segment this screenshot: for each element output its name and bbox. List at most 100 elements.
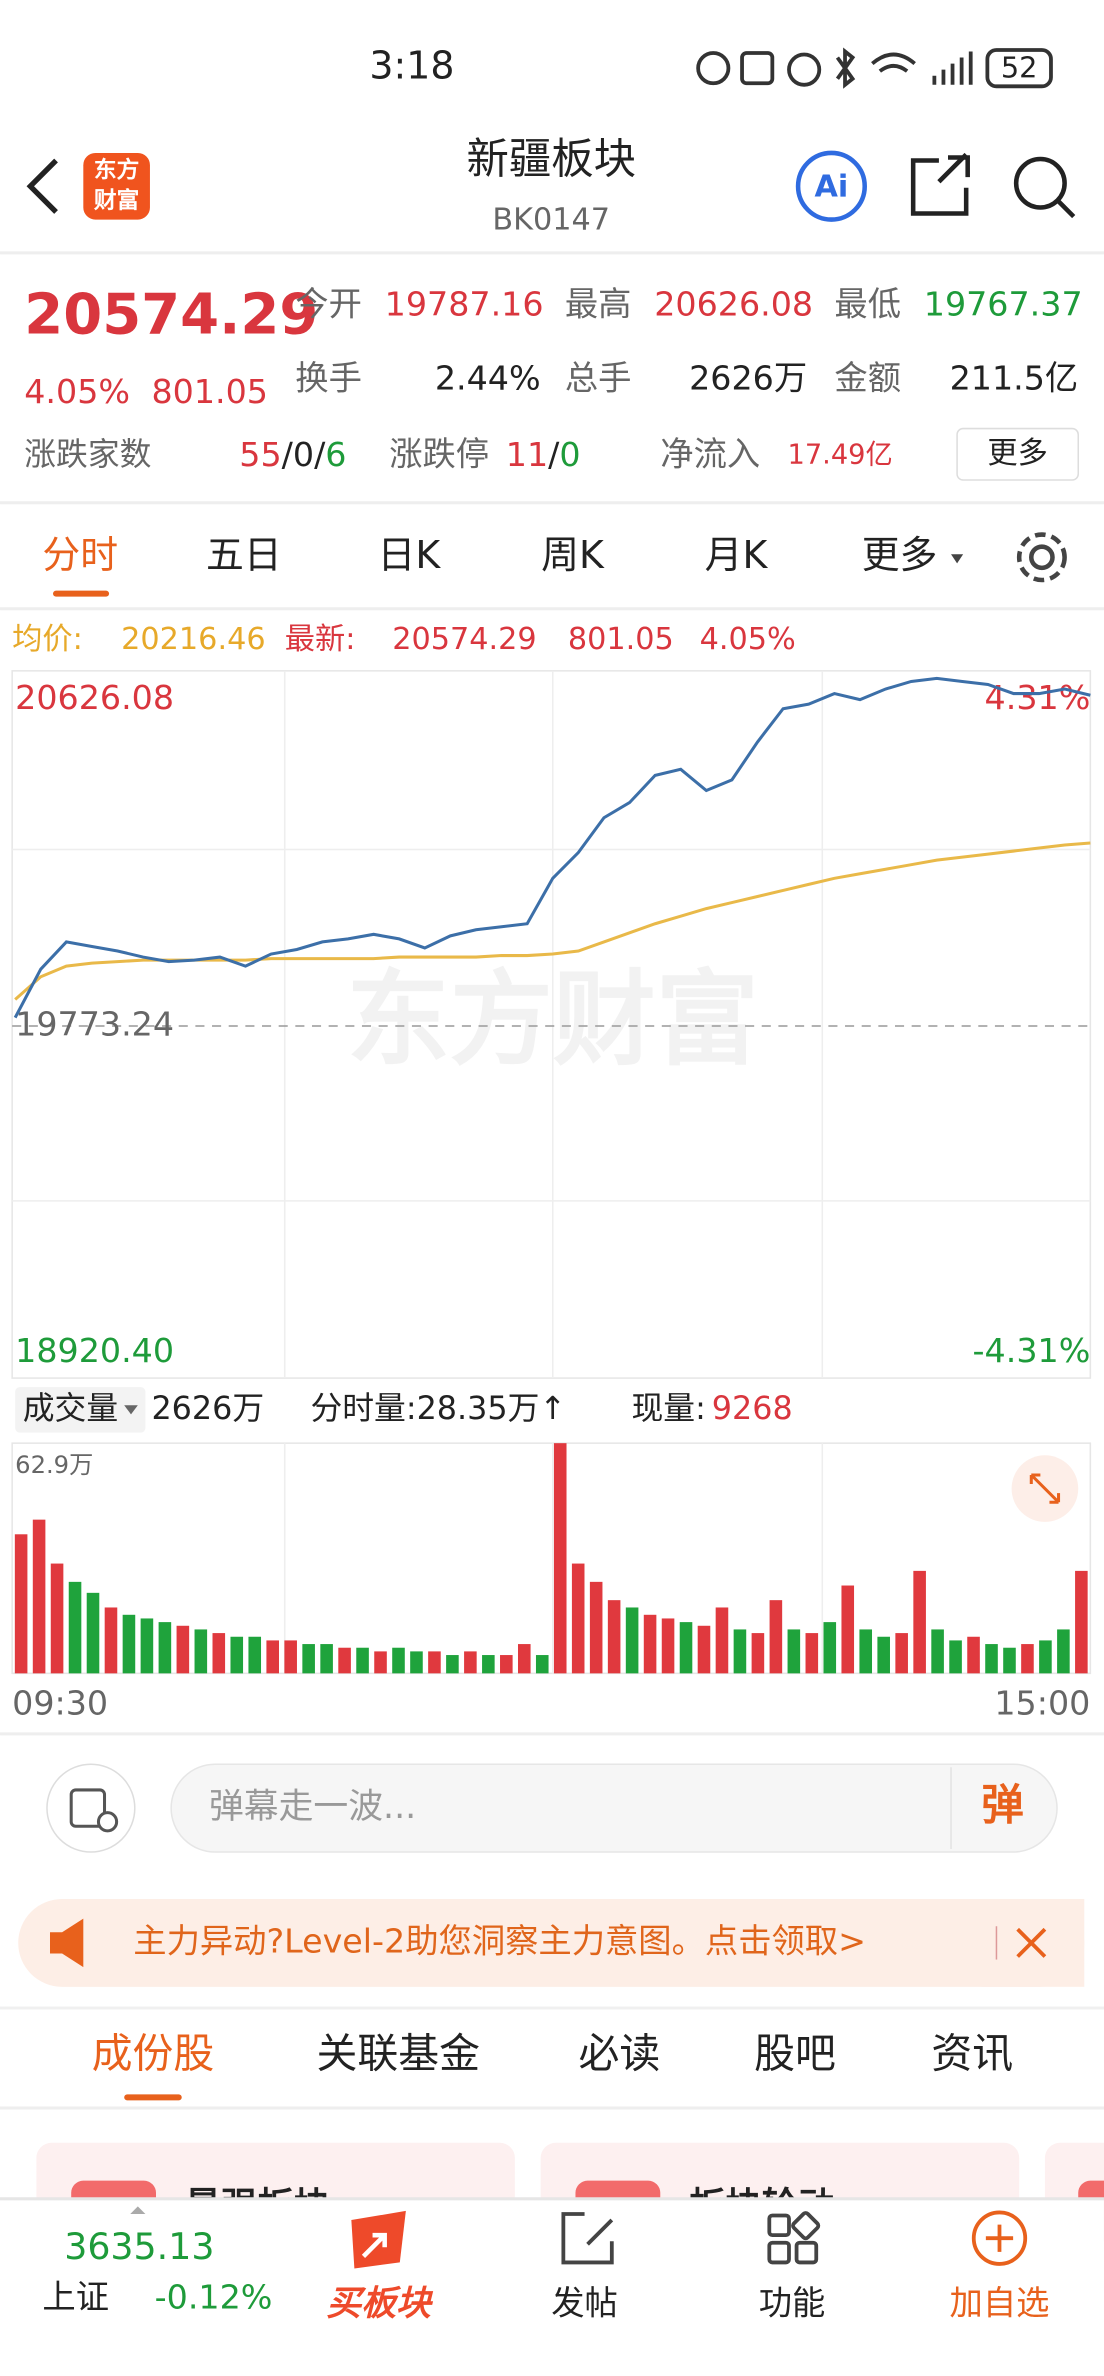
tab[interactable]: 日K [378,533,442,577]
stat-label: 换手 [295,359,362,398]
volume-bar [697,1625,711,1674]
settings-button[interactable] [1016,532,1067,583]
volume-bar [1021,1644,1034,1674]
nav-item[interactable]: 买板块 [326,2284,434,2324]
share-button[interactable] [910,152,970,216]
danmaku-input[interactable] [170,1763,1058,1853]
danmaku-send[interactable]: 弹 [981,1781,1023,1830]
volume-bar [284,1640,297,1674]
nav-item[interactable]: 发帖 [551,2283,618,2322]
volume-bar [86,1592,100,1674]
volume-bar [895,1633,908,1674]
volume-bar [751,1633,765,1674]
volume-bar [464,1651,477,1674]
danmaku-placeholder[interactable]: 弹幕走一波... [209,1787,416,1827]
volume-bar [140,1618,154,1674]
volume-bar [571,1563,585,1674]
current-label: 现量: [632,1390,706,1427]
promo-banner[interactable] [18,1898,1085,1987]
buy-icon [361,2232,387,2258]
tab-underline [124,2094,182,2101]
status-time: 3:18 [369,44,454,88]
volume-label[interactable]: 成交量 [23,1390,118,1427]
volume-bar [589,1581,603,1674]
volume-bar [553,1443,567,1674]
separator: / [282,434,294,473]
price-line [13,676,1091,1019]
y2-tick-label: -4.31% [973,1331,1091,1370]
stat-label: 最低 [834,284,901,323]
index-name[interactable]: 上证 [42,2277,109,2316]
dropdown-caret [951,554,964,564]
logo-text: 东方 [94,157,139,184]
last-pct: 4.05% [700,622,796,657]
limit-label: 涨跌停 [389,434,489,473]
stat-label: 最高 [565,284,632,323]
volume-selector[interactable] [15,1387,146,1433]
section-tab[interactable]: 必读 [579,2029,661,2077]
volume-bar [374,1651,387,1674]
ai-button[interactable]: Ai [795,150,867,222]
page-title: 新疆板块 [466,135,636,184]
current-volume: 9268 [712,1390,793,1427]
volume-bar [823,1622,837,1674]
back-button[interactable] [26,158,58,214]
expand-button[interactable] [1011,1455,1079,1522]
section-tab[interactable]: 关联基金 [317,2029,480,2077]
watermark: 东方财富 [347,960,759,1080]
volume-bar [392,1647,405,1674]
index-change[interactable]: -0.12% [155,2277,273,2316]
volume-bar [643,1614,657,1674]
avg-value: 20216.46 [121,622,265,657]
tab[interactable]: 五日 [206,533,282,577]
chart-frame [11,670,1092,1379]
last-value: 20574.29 [392,622,536,657]
separator: / [314,434,326,473]
nav-item[interactable]: 加自选 [950,2283,1050,2322]
banner-text[interactable]: 主力异动?Level-2助您洞察主力意图。点击领取> [133,1921,866,1960]
y2-tick-label: 4.31% [985,678,1091,717]
svg-text:Ai: Ai [814,169,848,204]
volume-bar [679,1622,693,1674]
more-button[interactable] [956,427,1079,481]
search-button[interactable] [1013,156,1076,219]
section-tab[interactable]: 股吧 [754,2029,836,2077]
volume-bar [104,1607,118,1674]
y-tick-label: 19773.24 [15,1004,174,1043]
section-tab[interactable]: 资讯 [931,2029,1013,2077]
last-change: 801.05 [568,622,674,657]
volume-bar [805,1633,819,1674]
volume-bar [1057,1629,1070,1674]
y-tick-label: 18920.40 [15,1331,174,1370]
tab[interactable]: 月K [705,533,769,577]
stat-value: 2.44% [435,359,541,398]
banner-close[interactable] [1016,1927,1047,1958]
tab[interactable]: 周K [541,533,605,577]
tab[interactable]: 更多 [862,533,938,577]
post-icon [561,2212,614,2265]
danmaku-settings[interactable] [46,1763,136,1853]
section-tab-active[interactable]: 成份股 [92,2029,215,2077]
volume-bar [194,1629,208,1674]
nav-item[interactable]: 功能 [759,2283,826,2322]
last-label: 最新: [285,622,356,657]
inflow-value: 17.49亿 [787,439,892,470]
volume-bar [428,1651,441,1674]
index-value[interactable]: 3635.13 [64,2225,214,2268]
limit-down: 0 [559,434,580,473]
volume-bar [715,1607,729,1674]
limit-up: 11 [506,434,548,473]
inflow-label: 净流入 [660,434,760,473]
volume-bar [967,1636,980,1674]
volume-bar [517,1644,531,1674]
x-tick-label: 09:30 [12,1684,108,1723]
more-button-text[interactable]: 更多 [987,436,1048,471]
down-count: 6 [325,434,346,473]
board-code: BK0147 [492,203,610,238]
breadth-label: 涨跌家数 [24,436,151,473]
volume-bar [446,1655,459,1674]
tab-active[interactable]: 分时 [42,533,118,577]
volume-bar [14,1534,28,1674]
volume-bar [841,1585,855,1674]
